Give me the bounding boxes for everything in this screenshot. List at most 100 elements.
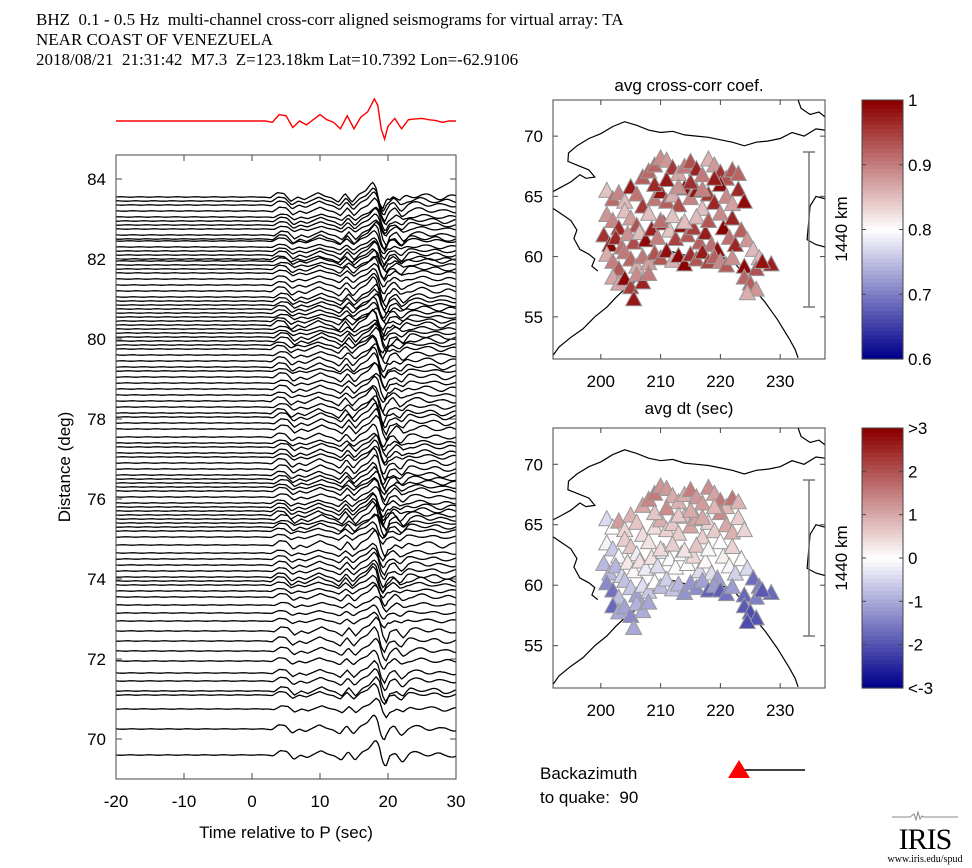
colorbar-segment <box>862 541 903 547</box>
seismogram-trace <box>116 616 456 644</box>
colorbar-segment <box>862 505 903 510</box>
station-triangle-icon <box>675 212 694 230</box>
map-y-tick-label: 65 <box>524 187 543 206</box>
colorbar-tick-label: 0.8 <box>908 221 932 240</box>
seismogram-trace <box>116 547 456 569</box>
seismogram-trace <box>116 497 456 522</box>
station-triangle-icon <box>705 193 724 210</box>
station-triangle-icon <box>657 241 676 259</box>
colorbar-segment <box>862 282 903 287</box>
colorbar-tick-label: 0.6 <box>908 350 932 369</box>
map-y-tick-label: 65 <box>524 516 543 535</box>
colorbar-segment <box>862 545 903 551</box>
y-tick-label: 80 <box>87 330 106 349</box>
coastline <box>553 449 825 521</box>
station-triangle-icon <box>624 233 643 250</box>
colorbar-segment <box>862 112 903 117</box>
colorbar-segment <box>862 618 903 624</box>
colorbar-segment <box>862 578 903 583</box>
colorbar-segment <box>862 116 903 121</box>
station-triangle-icon <box>738 612 757 629</box>
seismogram-trace <box>116 293 456 316</box>
colorbar-segment <box>862 472 903 478</box>
map-x-tick-label: 210 <box>646 701 674 720</box>
colorbar-segment <box>862 104 903 109</box>
seismogram-trace <box>116 433 456 459</box>
seismogram-trace <box>116 513 456 531</box>
seismogram-trace <box>116 223 456 252</box>
seismogram-x-ticks: -20 -10 0 10 20 30 <box>104 155 465 811</box>
seismogram-trace <box>116 740 456 767</box>
colorbar-segment <box>862 440 903 445</box>
colorbar-segment <box>862 330 903 336</box>
seismogram-trace <box>116 542 456 562</box>
colorbar-segment <box>862 197 903 202</box>
station-triangle-icon <box>732 549 751 567</box>
colorbar-segment <box>862 269 903 275</box>
seismogram-trace <box>116 384 456 404</box>
colorbar-segment <box>862 213 903 218</box>
seismogram-trace <box>116 423 456 448</box>
colorbar-segment <box>862 209 903 214</box>
colorbar-segment <box>862 140 903 146</box>
colorbar-segment <box>862 679 903 685</box>
station-triangle-icon <box>633 601 652 619</box>
colorbar-segment <box>862 594 903 600</box>
colorbar-segment <box>862 558 903 563</box>
seismogram-trace <box>116 521 456 540</box>
station-triangle-icon <box>729 180 748 197</box>
map1-scale-bar <box>803 151 815 308</box>
map-x-tick-label: 220 <box>706 372 734 391</box>
seismogram-trace <box>116 675 456 704</box>
seismogram-trace <box>116 346 456 373</box>
colorbar-segment <box>862 525 903 531</box>
map-x-tick-label: 200 <box>587 372 615 391</box>
seismogram-trace <box>116 187 456 213</box>
station-triangle-icon <box>594 225 613 243</box>
colorbar-segment <box>862 221 903 227</box>
logo-waveform-icon <box>892 810 958 822</box>
station-triangle-icon <box>732 221 751 238</box>
station-triangle-icon <box>636 230 655 248</box>
colorbar-segment <box>862 683 903 689</box>
colorbar-segment <box>862 241 903 247</box>
map1-title: avg cross-corr coef. <box>614 76 763 95</box>
station-triangle-icon <box>657 170 676 188</box>
colorbar-segment <box>862 659 903 665</box>
colorbar-segment <box>862 261 903 267</box>
station-triangle-icon <box>726 235 745 253</box>
y-tick-label: 76 <box>87 490 106 509</box>
y-tick-label: 82 <box>87 250 106 269</box>
stacked-waveform <box>116 97 456 142</box>
seismogram-trace <box>116 574 456 595</box>
colorbar-segment <box>862 201 903 206</box>
seismogram-trace <box>116 682 456 706</box>
colorbar-segment <box>862 334 903 340</box>
colorbar-segment <box>862 610 903 616</box>
seismogram-trace <box>116 432 456 452</box>
station-triangle-icon <box>687 207 706 225</box>
station-triangle-icon <box>621 277 640 295</box>
colorbar-segment <box>862 132 903 138</box>
colorbar-segment <box>862 614 903 620</box>
colorbar-segment <box>862 249 903 255</box>
colorbar-segment <box>862 253 903 259</box>
station-triangle-icon <box>645 175 664 192</box>
colorbar-segment <box>862 233 903 239</box>
y-tick-label: 78 <box>87 410 106 429</box>
seismogram-trace <box>116 604 456 620</box>
seismogram-trace <box>116 402 456 429</box>
colorbar-segment <box>862 598 903 604</box>
y-tick-label: 72 <box>87 650 106 669</box>
station-triangle-icon <box>693 571 712 588</box>
colorbar-segment <box>862 302 903 307</box>
colorbar-segment <box>862 623 903 628</box>
colorbar-tick-label: -2 <box>908 636 923 655</box>
colorbar-segment <box>862 529 903 535</box>
station-triangle-icon <box>696 551 715 569</box>
station-triangle-icon <box>711 532 730 550</box>
station-triangle-icon <box>675 541 694 558</box>
station-triangle-icon <box>723 537 742 555</box>
map1-scale-label: 1440 km <box>832 196 851 261</box>
